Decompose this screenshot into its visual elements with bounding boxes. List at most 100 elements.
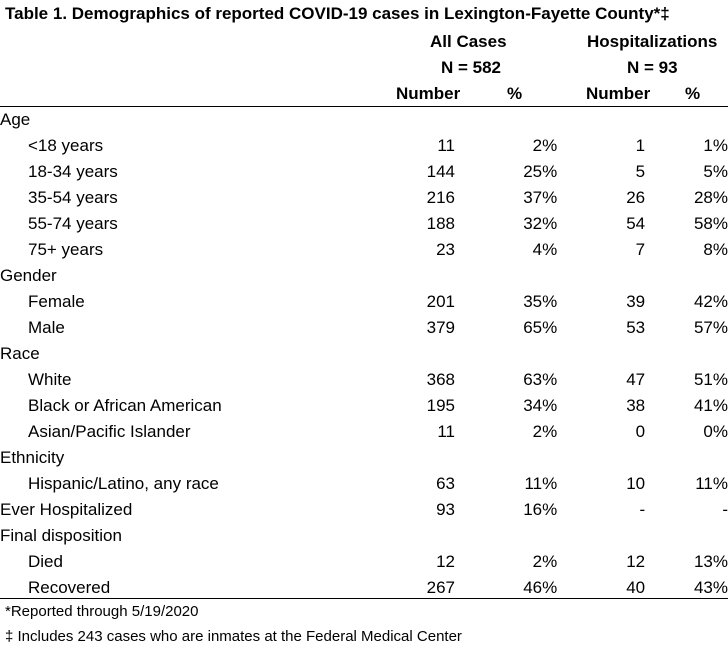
footnote-inmates: ‡ Includes 243 cases who are inmates at … [5,628,462,645]
hospitalizations-percent-cell: 11% [695,474,728,493]
table-row: Female 201 35% 39 42% [0,289,728,315]
table-row: 55-74 years 188 32% 54 58% [0,211,728,237]
section-label: Race [0,344,40,363]
table-row: Black or African American 195 34% 38 41% [0,393,728,419]
all-cases-number-cell: 23 [436,240,455,259]
section-label: Ethnicity [0,448,65,467]
all-cases-number-cell: 267 [426,578,455,597]
hospitalizations-number-cell: 0 [635,422,646,441]
hospitalizations-n: N = 93 [627,58,678,77]
all-cases-percent-cell: 11% [524,474,558,493]
hospitalizations-percent-cell: 28% [693,188,728,207]
hospitalizations-percent-cell: 5% [703,162,728,181]
hospitalizations-percent-cell: 0% [703,422,728,441]
footer-rule [0,598,728,599]
hospitalizations-number-cell [557,263,645,289]
table-row: <18 years 11 2% 1 1% [0,133,728,159]
hospitalizations-percent-cell: 43% [693,578,728,597]
row-label: 75+ years [28,240,104,259]
hospitalizations-number-cell: 54 [626,214,646,233]
all-cases-percent-cell [455,263,557,289]
hospitalizations-percent-cell: 41% [693,396,728,415]
section-row: Age [0,107,728,133]
all-cases-number-cell: 379 [426,318,455,337]
hospitalizations-number-cell [557,523,645,549]
all-cases-number-cell: 11 [437,422,455,441]
table-row: 18-34 years 144 25% 5 5% [0,159,728,185]
all-cases-number-cell: 11 [437,136,455,155]
all-cases-percent-cell: 46% [523,578,558,597]
hospitalizations-percent-cell: - [722,500,728,519]
section-row: Race [0,341,728,367]
all-cases-number-header: Number [396,84,461,103]
all-cases-percent-cell: 2% [532,422,558,441]
hospitalizations-number-cell: 53 [626,318,646,337]
all-cases-percent-cell: 32% [523,214,558,233]
all-cases-number-cell: 195 [426,396,455,415]
all-cases-number-cell [385,263,455,289]
all-cases-percent-cell: 2% [532,136,558,155]
hospitalizations-percent-cell: 58% [693,214,728,233]
row-label: Hispanic/Latino, any race [28,474,219,493]
hospitalizations-number-cell: 38 [626,396,646,415]
hospitalizations-number-cell: 40 [626,578,646,597]
hospitalizations-number-cell: 7 [635,240,646,259]
section-label: Ever Hospitalized [0,500,133,519]
hospitalizations-percent-cell: 51% [693,370,728,389]
table-row: 35-54 years 216 37% 26 28% [0,185,728,211]
all-cases-number-cell [385,445,455,471]
table-row: Recovered 267 46% 40 43% [0,575,728,601]
hospitalizations-percent-cell [645,341,728,367]
all-cases-percent-cell: 63% [523,370,558,389]
hospitalizations-percent-cell: 1% [703,136,728,155]
footnote-reported-through: *Reported through 5/19/2020 [5,603,199,620]
all-cases-percent-cell [455,445,557,471]
all-cases-percent-cell [455,107,557,133]
hospitalizations-number-cell: 10 [626,474,646,493]
all-cases-number-cell: 201 [426,292,455,311]
table-row: Asian/Pacific Islander 11 2% 0 0% [0,419,728,445]
hospitalizations-number-cell: 26 [626,188,646,207]
row-label: 35-54 years [28,188,118,207]
row-label: Female [28,292,85,311]
all-cases-percent-cell: 25% [523,162,558,181]
row-label: Recovered [28,578,111,597]
all-cases-number-cell [385,523,455,549]
row-label: 55-74 years [28,214,118,233]
table-title: Table 1. Demographics of reported COVID-… [5,4,670,23]
hospitalizations-percent-cell [645,523,728,549]
row-label: Male [28,318,65,337]
section-row: Gender [0,263,728,289]
hospitalizations-number-cell: - [639,500,646,519]
table-row: Died 12 2% 12 13% [0,549,728,575]
all-cases-n: N = 582 [441,58,502,77]
all-cases-number-cell: 12 [436,552,455,571]
all-cases-number-cell: 144 [426,162,455,181]
hospitalizations-number-cell: 39 [626,292,646,311]
hospitalizations-number-cell [557,341,645,367]
table-row: Male 379 65% 53 57% [0,315,728,341]
hospitalizations-number-cell: 5 [635,162,646,181]
hospitalizations-number-header: Number [586,84,651,103]
hospitalizations-percent-cell [645,107,728,133]
hospitalizations-number-cell: 12 [626,552,646,571]
all-cases-number-cell [385,341,455,367]
all-cases-percent-cell: 37% [523,188,558,207]
all-cases-number-cell [385,107,455,133]
hospitalizations-header: Hospitalizations [587,32,718,51]
section-row: Final disposition [0,523,728,549]
row-label: 18-34 years [28,162,118,181]
row-label: Black or African American [28,396,222,415]
row-label: White [28,370,72,389]
hospitalizations-percent-cell: 42% [693,292,728,311]
hospitalizations-percent-cell [645,263,728,289]
hospitalizations-percent-cell: 57% [693,318,728,337]
hospitalizations-percent-cell: 8% [703,240,728,259]
all-cases-percent-header: % [507,84,523,103]
all-cases-percent-cell: 34% [523,396,558,415]
section-label: Age [0,110,31,129]
all-cases-number-cell: 93 [436,500,455,519]
all-cases-percent-cell [455,341,557,367]
section-row: Ethnicity [0,445,728,471]
